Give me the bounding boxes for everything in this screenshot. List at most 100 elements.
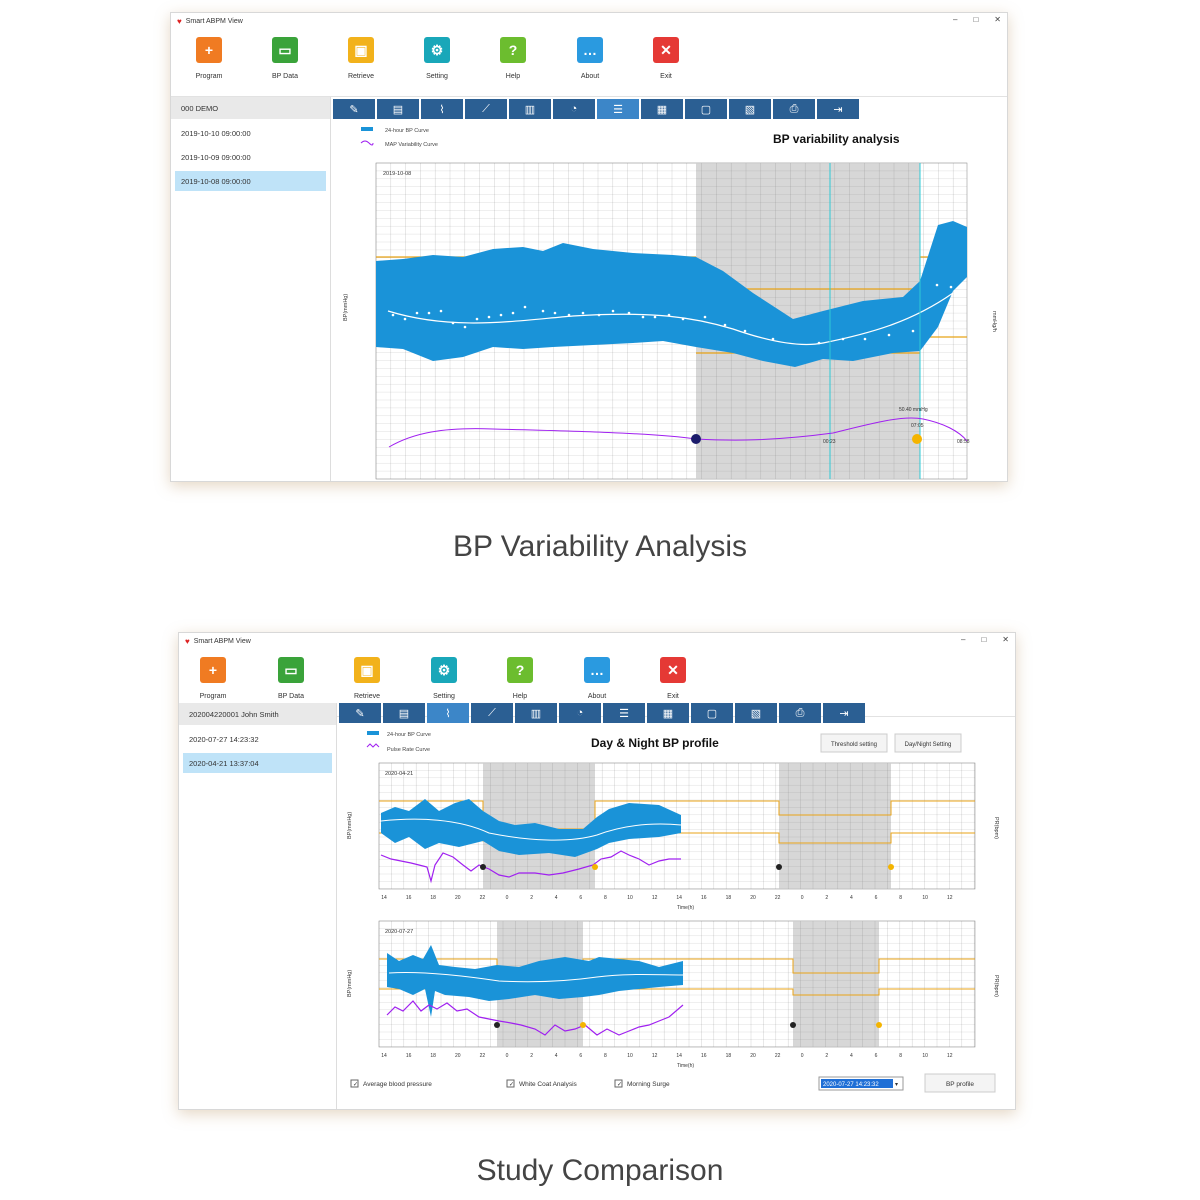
x-tick-label: 4 [555, 895, 558, 901]
tab-data[interactable]: ▤ [377, 99, 419, 119]
tab-histogram[interactable]: ▥ [515, 703, 557, 723]
close-window-icon[interactable]: ✕ [1002, 635, 1009, 644]
minimize-icon[interactable]: – [961, 635, 966, 644]
bp-point [541, 309, 545, 313]
day-night-setting-button[interactable] [894, 733, 962, 753]
minimize-icon[interactable]: – [953, 15, 958, 24]
pulse-rate-curve [380, 850, 681, 884]
tab-print[interactable]: ⎙ [773, 99, 815, 119]
x-tick-label: 22 [775, 1053, 781, 1059]
tab-variability[interactable]: ☰ [597, 99, 639, 119]
legend-bp: 24-hour BP Curve [385, 128, 429, 134]
setting-button[interactable]: ⚙ Setting [414, 653, 474, 700]
moon-icon [691, 434, 701, 444]
threshold-setting-button[interactable] [820, 733, 888, 753]
program-button[interactable]: + Program [183, 653, 243, 700]
tab-variability[interactable]: ☰ [603, 703, 645, 723]
bp-data-button[interactable]: ▭ BP Data [255, 33, 315, 80]
x-tick-label: 2 [530, 895, 533, 901]
date-label: 2020-04-21 [385, 771, 413, 777]
close-window-icon[interactable]: ✕ [994, 15, 1001, 24]
bp-point [523, 305, 527, 309]
tab-data[interactable]: ▤ [383, 703, 425, 723]
help-button[interactable]: ? Help [483, 33, 543, 80]
y-axis-left-label: BP(mmHg) [347, 812, 353, 839]
tab-trend[interactable]: ⌇ [421, 99, 463, 119]
moon-icon [494, 1022, 500, 1028]
tab-scatter[interactable]: ⟋ [465, 99, 507, 119]
bp-point [427, 311, 431, 315]
bp-point [567, 313, 571, 317]
tab-document[interactable]: ▢ [691, 703, 733, 723]
tab-summary[interactable]: ▦ [641, 99, 683, 119]
bp-profile-button[interactable] [924, 1073, 996, 1093]
bp-variability-chart: 24-hour BP Curve MAP Variability Curve B… [343, 127, 997, 480]
white-coat-checkbox[interactable] [506, 1079, 515, 1088]
retrieve-button[interactable]: ▣ Retrieve [331, 33, 391, 80]
bp-point [451, 321, 455, 325]
morning-surge-checkbox[interactable] [614, 1079, 623, 1088]
x-tick-label: 6 [579, 1053, 582, 1059]
help-button[interactable]: ? Help [490, 653, 550, 700]
add-user-icon: + [196, 37, 222, 63]
annotation: 50.40 mmHg [899, 407, 928, 413]
x-tick-label: 18 [430, 1053, 436, 1059]
x-tick-label: 12 [652, 895, 658, 901]
tab-image[interactable]: ▧ [735, 703, 777, 723]
chart-title: BP variability analysis [773, 132, 900, 146]
x-tick-label: 4 [555, 1053, 558, 1059]
tab-pie[interactable]: ◔ [553, 99, 595, 119]
bp-point [743, 329, 747, 333]
about-button[interactable]: … About [567, 653, 627, 700]
window-controls: – □ ✕ [953, 15, 1001, 24]
tab-print[interactable]: ⎙ [779, 703, 821, 723]
record-item[interactable]: 2019-10-10 09:00:00 [181, 128, 251, 138]
tab-report[interactable]: ✎ [333, 99, 375, 119]
record-item[interactable]: 2019-10-09 09:00:00 [181, 152, 251, 162]
tab-export[interactable]: ⇥ [817, 99, 859, 119]
x-tick-label: 10 [922, 895, 928, 901]
tab-report[interactable]: ✎ [339, 703, 381, 723]
average-bp-checkbox[interactable] [350, 1079, 359, 1088]
map-trend-curve [387, 292, 954, 346]
bp-point [611, 309, 615, 313]
map-curve [388, 971, 684, 983]
x-tick-label: 6 [875, 895, 878, 901]
tab-trend[interactable]: ⌇ [427, 703, 469, 723]
x-tick-label: 20 [750, 1053, 756, 1059]
annotation: 08:58 [957, 439, 970, 445]
exit-button[interactable]: ✕ Exit [636, 33, 696, 80]
sun-icon [912, 434, 922, 444]
tab-image[interactable]: ▧ [729, 99, 771, 119]
exit-button[interactable]: ✕ Exit [643, 653, 703, 700]
record-sidebar: 202004220001 John Smith 2020-07-27 14:23… [179, 703, 337, 1109]
x-tick-label: 8 [899, 895, 902, 901]
check-mark-icon: ✓ [353, 1082, 358, 1088]
about-button[interactable]: … About [560, 33, 620, 80]
caption-bp-variability: BP Variability Analysis [452, 530, 748, 563]
record-item-selected[interactable]: 2019-10-08 09:00:00 [175, 171, 326, 191]
bp-point [581, 311, 585, 315]
maximize-icon[interactable]: □ [973, 15, 979, 24]
tab-histogram[interactable]: ▥ [509, 99, 551, 119]
bp-point [499, 313, 503, 317]
sun-icon [888, 864, 894, 870]
maximize-icon[interactable]: □ [981, 635, 987, 644]
tab-scatter[interactable]: ⟋ [471, 703, 513, 723]
record-item[interactable]: 2020-07-27 14:23:32 [189, 734, 259, 744]
record-sidebar: 000 DEMO 2019-10-10 09:00:00 2019-10-09 … [171, 97, 331, 481]
bp-point [475, 317, 479, 321]
tab-pie[interactable]: ◔ [559, 703, 601, 723]
setting-button[interactable]: ⚙ Setting [407, 33, 467, 80]
tab-summary[interactable]: ▦ [647, 703, 689, 723]
retrieve-button[interactable]: ▣ Retrieve [337, 653, 397, 700]
record-item-selected[interactable]: 2020-04-21 13:37:04 [183, 753, 332, 773]
program-button[interactable]: + Program [179, 33, 239, 80]
tab-document[interactable]: ▢ [685, 99, 727, 119]
tab-export[interactable]: ⇥ [823, 703, 865, 723]
bp-point [439, 309, 443, 313]
x-tick-label: 22 [480, 895, 486, 901]
bp-data-button[interactable]: ▭ BP Data [261, 653, 321, 700]
date-label: 2019-10-08 [383, 171, 411, 177]
x-tick-label: 0 [506, 1053, 509, 1059]
